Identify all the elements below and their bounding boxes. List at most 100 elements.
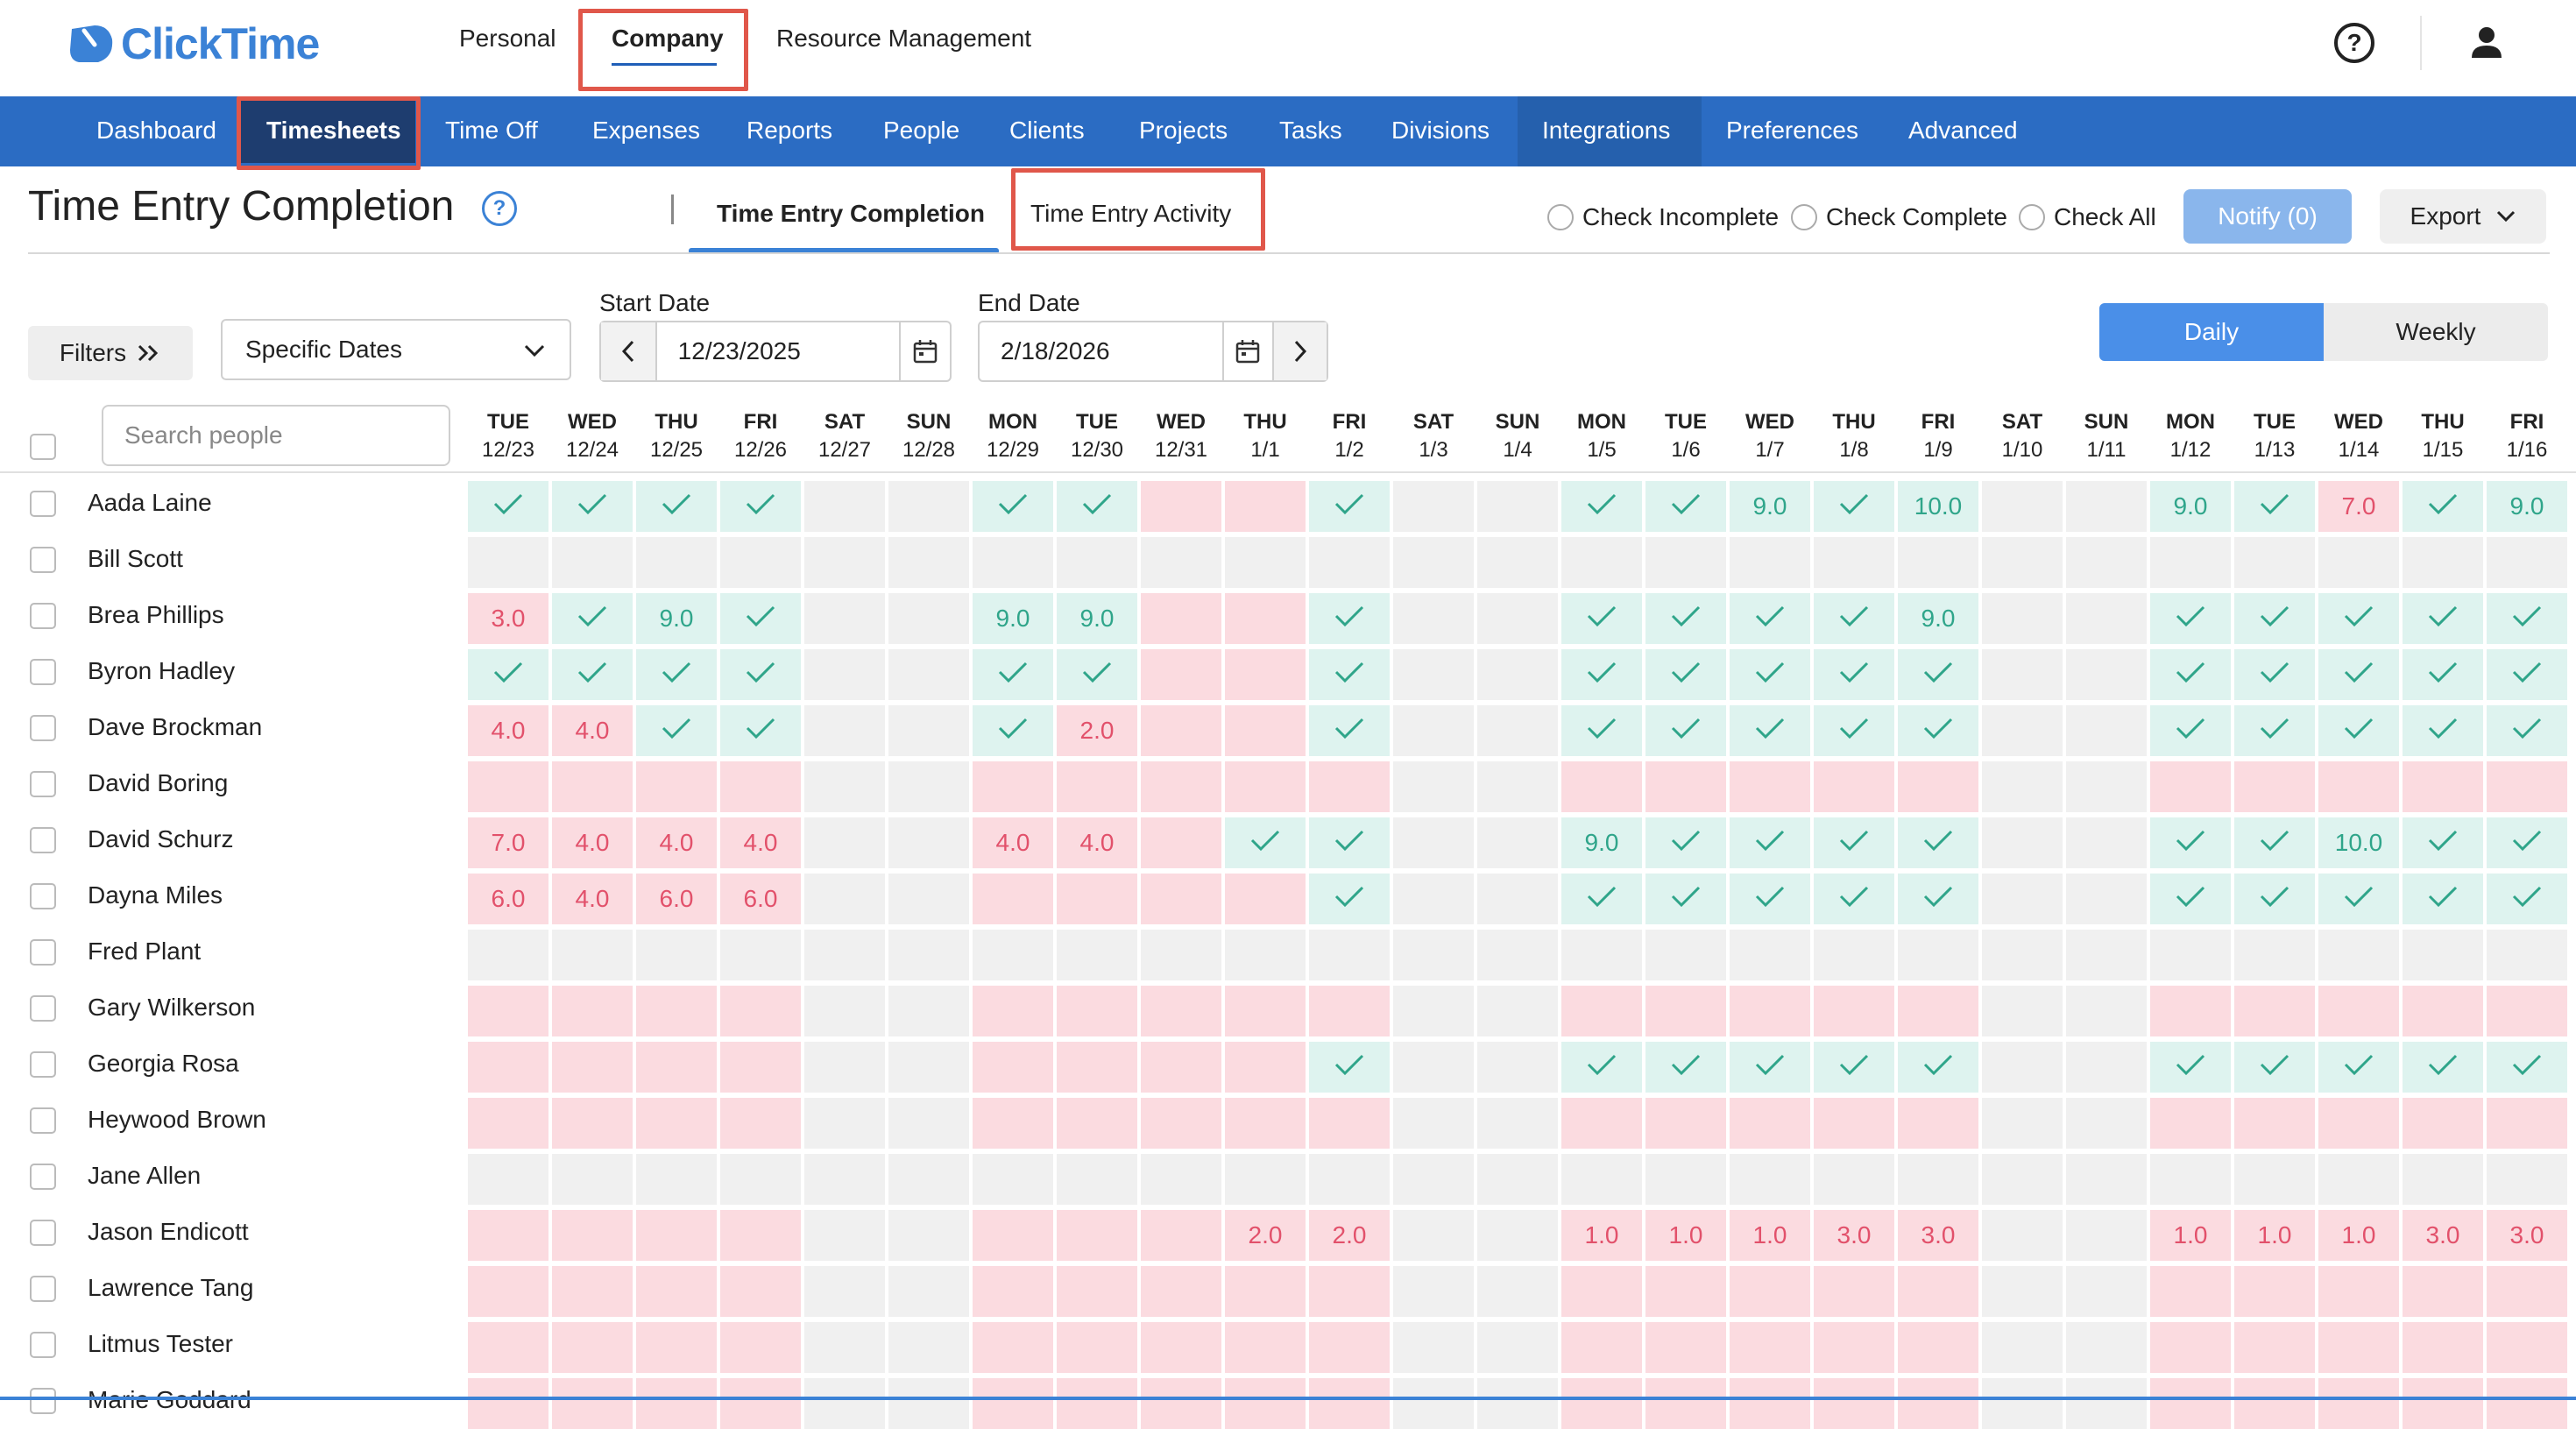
cell-complete[interactable] (636, 649, 717, 700)
cell-hours-incomplete[interactable]: 2.0 (1057, 705, 1137, 756)
help-icon[interactable]: ? (2334, 23, 2374, 63)
cell-complete[interactable] (720, 649, 801, 700)
cell-missing[interactable] (1141, 874, 1221, 924)
cell-missing[interactable] (1730, 761, 1810, 812)
cell-missing[interactable] (636, 1098, 717, 1149)
cell-complete[interactable] (2234, 481, 2315, 532)
row-checkbox[interactable] (30, 659, 56, 685)
cell-complete[interactable] (1645, 649, 1726, 700)
cell-missing[interactable] (1225, 1378, 1306, 1429)
cell-complete[interactable] (2318, 649, 2399, 700)
cell-hours-incomplete[interactable]: 3.0 (2487, 1210, 2567, 1261)
cell-hours-incomplete[interactable]: 3.0 (468, 593, 548, 644)
cell-missing[interactable] (1730, 1266, 1810, 1317)
cell-hours-incomplete[interactable]: 1.0 (2318, 1210, 2399, 1261)
cell-missing[interactable] (468, 1042, 548, 1093)
cell-missing[interactable] (552, 986, 633, 1036)
cell-hours-complete[interactable]: 9.0 (1730, 481, 1810, 532)
cell-hours-incomplete[interactable]: 7.0 (468, 817, 548, 868)
cell-missing[interactable] (1645, 1322, 1726, 1373)
cell-complete[interactable] (1814, 817, 1894, 868)
cell-hours-complete[interactable]: 10.0 (1898, 481, 1978, 532)
cell-missing[interactable] (720, 1378, 801, 1429)
person-name[interactable]: David Boring (88, 769, 229, 796)
cell-complete[interactable] (2318, 593, 2399, 644)
cell-hours-incomplete[interactable]: 4.0 (636, 817, 717, 868)
person-name[interactable]: Jason Endicott (88, 1218, 249, 1245)
person-name[interactable]: Aada Laine (88, 489, 212, 516)
cell-complete[interactable] (552, 649, 633, 700)
cell-complete[interactable] (1561, 705, 1642, 756)
cell-missing[interactable] (636, 1210, 717, 1261)
cell-missing[interactable] (636, 1322, 717, 1373)
row-checkbox[interactable] (30, 1388, 56, 1414)
cell-hours-incomplete[interactable]: 2.0 (1309, 1210, 1390, 1261)
cell-missing[interactable] (2318, 1322, 2399, 1373)
cell-missing[interactable] (1057, 1266, 1137, 1317)
end-date-calendar-button[interactable] (1221, 322, 1273, 380)
cell-missing[interactable] (1141, 986, 1221, 1036)
cell-missing[interactable] (1561, 1322, 1642, 1373)
cell-missing[interactable] (1141, 1098, 1221, 1149)
cell-complete[interactable] (1561, 1042, 1642, 1093)
nav-people[interactable]: People (883, 117, 960, 144)
nav-projects[interactable]: Projects (1139, 117, 1228, 144)
cell-missing[interactable] (1309, 1322, 1390, 1373)
cell-complete[interactable] (2487, 1042, 2567, 1093)
cell-complete[interactable] (973, 481, 1053, 532)
cell-missing[interactable] (552, 1378, 633, 1429)
nav-divisions[interactable]: Divisions (1391, 117, 1490, 144)
cell-missing[interactable] (1057, 874, 1137, 924)
page-help-icon[interactable]: ? (482, 191, 517, 226)
cell-missing[interactable] (2403, 761, 2483, 812)
start-date-calendar-button[interactable] (899, 322, 950, 380)
cell-hours-complete[interactable]: 9.0 (636, 593, 717, 644)
cell-hours-incomplete[interactable]: 3.0 (1898, 1210, 1978, 1261)
cell-complete[interactable] (1561, 649, 1642, 700)
cell-missing[interactable] (468, 1378, 548, 1429)
cell-complete[interactable] (1814, 705, 1894, 756)
cell-hours-complete[interactable]: 9.0 (1561, 817, 1642, 868)
cell-missing[interactable] (1898, 1098, 1978, 1149)
cell-missing[interactable] (468, 1210, 548, 1261)
cell-missing[interactable] (973, 986, 1053, 1036)
cell-complete[interactable] (2150, 705, 2231, 756)
cell-missing[interactable] (552, 1098, 633, 1149)
person-name[interactable]: Fred Plant (88, 937, 202, 965)
cell-missing[interactable] (1141, 1266, 1221, 1317)
row-checkbox[interactable] (30, 939, 56, 966)
cell-missing[interactable] (552, 1266, 633, 1317)
cell-complete[interactable] (2487, 874, 2567, 924)
cell-missing[interactable] (2318, 1098, 2399, 1149)
cell-missing[interactable] (1898, 1378, 1978, 1429)
cell-missing[interactable] (1645, 986, 1726, 1036)
cell-missing[interactable] (2150, 761, 2231, 812)
nav-expenses[interactable]: Expenses (592, 117, 700, 144)
cell-missing[interactable] (1730, 1322, 1810, 1373)
cell-missing[interactable] (1225, 1266, 1306, 1317)
cell-complete[interactable] (552, 481, 633, 532)
cell-missing[interactable] (2403, 1322, 2483, 1373)
cell-missing[interactable] (1141, 1042, 1221, 1093)
cell-missing[interactable] (468, 761, 548, 812)
cell-complete[interactable] (720, 593, 801, 644)
cell-missing[interactable] (1225, 593, 1306, 644)
cell-complete[interactable] (1645, 705, 1726, 756)
row-checkbox[interactable] (30, 1107, 56, 1134)
cell-missing[interactable] (2487, 1378, 2567, 1429)
cell-missing[interactable] (2234, 761, 2315, 812)
cell-missing[interactable] (2403, 986, 2483, 1036)
cell-missing[interactable] (2403, 1266, 2483, 1317)
cell-complete[interactable] (1814, 1042, 1894, 1093)
cell-missing[interactable] (1898, 1322, 1978, 1373)
cell-complete[interactable] (2234, 593, 2315, 644)
cell-missing[interactable] (1057, 1210, 1137, 1261)
cell-missing[interactable] (720, 1266, 801, 1317)
cell-missing[interactable] (1814, 986, 1894, 1036)
cell-missing[interactable] (1814, 1378, 1894, 1429)
person-name[interactable]: Jane Allen (88, 1162, 202, 1189)
cell-hours-complete[interactable]: 9.0 (1057, 593, 1137, 644)
cell-complete[interactable] (720, 705, 801, 756)
cell-complete[interactable] (720, 481, 801, 532)
cell-complete[interactable] (2403, 705, 2483, 756)
